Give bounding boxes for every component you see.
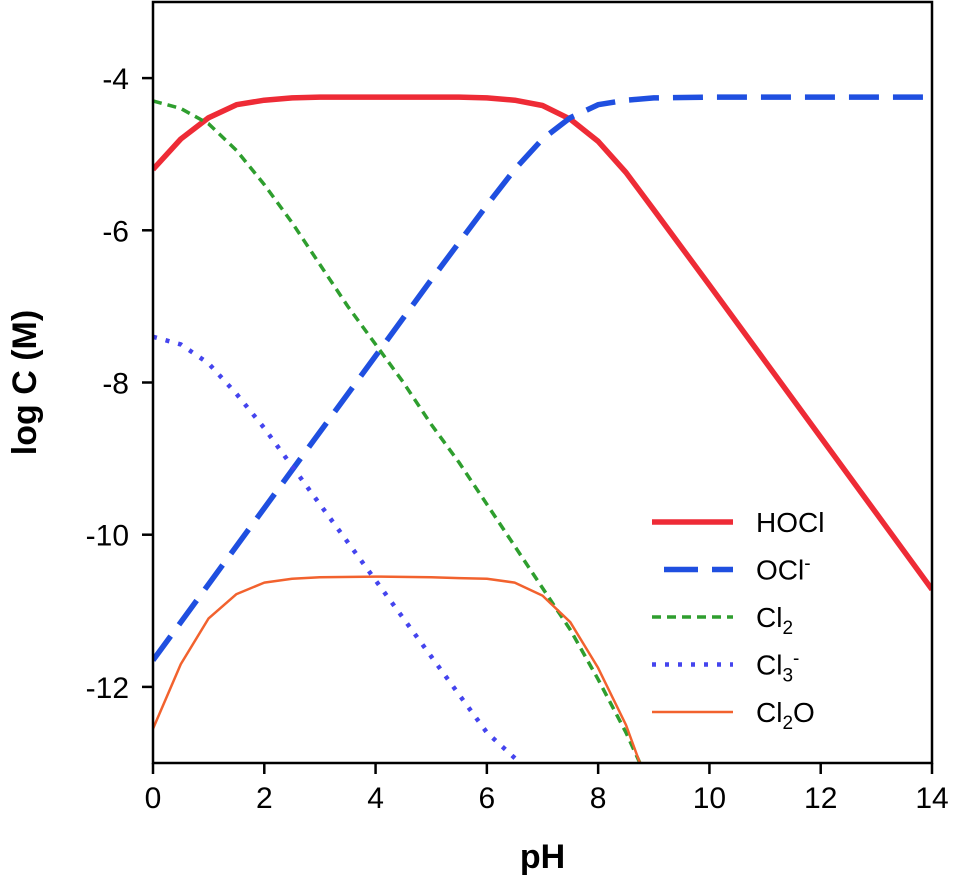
series-line-cl3 — [153, 334, 522, 763]
legend-label-base: OCl — [756, 555, 804, 586]
x-tick-label: 14 — [915, 782, 948, 815]
legend-label-base: Cl — [756, 650, 782, 681]
series-layer — [153, 94, 932, 763]
x-tick-label: 12 — [804, 782, 837, 815]
x-tick-label: 6 — [479, 782, 496, 815]
legend-label-subscript: 2 — [782, 713, 793, 734]
legend-item-hocl: HOCl — [652, 507, 824, 538]
y-tick-label: -6 — [102, 215, 129, 248]
legend-item-cl3: Cl3- — [652, 649, 799, 687]
y-axis-title: log C (M) — [6, 310, 44, 455]
plot-frame — [151, 0, 934, 765]
y-tick-label: -8 — [102, 368, 129, 401]
x-tick-label: 8 — [590, 782, 607, 815]
legend-label-base: HOCl — [756, 507, 824, 538]
legend-label-base: Cl — [756, 602, 782, 633]
legend-item-cl2o: Cl2O — [652, 697, 815, 734]
x-tick-label: 4 — [367, 782, 384, 815]
legend-label-tail: O — [793, 697, 815, 728]
legend-label: Cl2O — [756, 697, 815, 734]
legend-label-superscript: - — [804, 554, 810, 575]
x-tick-label: 10 — [693, 782, 726, 815]
y-tick-label: -12 — [86, 672, 129, 705]
legend-label-subscript: 2 — [782, 618, 793, 639]
series-line-hocl — [153, 94, 932, 592]
legend-item-ocl: OCl- — [664, 554, 811, 586]
legend-label: Cl2 — [756, 602, 793, 639]
ticks-layer: 0 2 4 6 8 10 12 14 -4 -6 -8 -10 -12 — [86, 63, 949, 815]
series-line-cl2o — [153, 575, 642, 763]
legend-label: Cl3- — [756, 649, 799, 687]
x-tick-label: 2 — [256, 782, 273, 815]
series-line-cl2 — [153, 99, 642, 763]
legend-label-subscript: 3 — [782, 666, 793, 687]
legend-label-base: Cl — [756, 697, 782, 728]
x-axis-title: pH — [520, 838, 565, 876]
y-tick-label: -4 — [102, 63, 129, 96]
legend-label-superscript: - — [793, 649, 799, 670]
legend-label: HOCl — [756, 507, 824, 538]
series-line-ocl — [153, 94, 932, 662]
x-tick-label: 0 — [145, 782, 162, 815]
legend-label: OCl- — [756, 554, 811, 586]
y-tick-label: -10 — [86, 520, 129, 553]
legend-item-cl2: Cl2 — [652, 602, 793, 639]
